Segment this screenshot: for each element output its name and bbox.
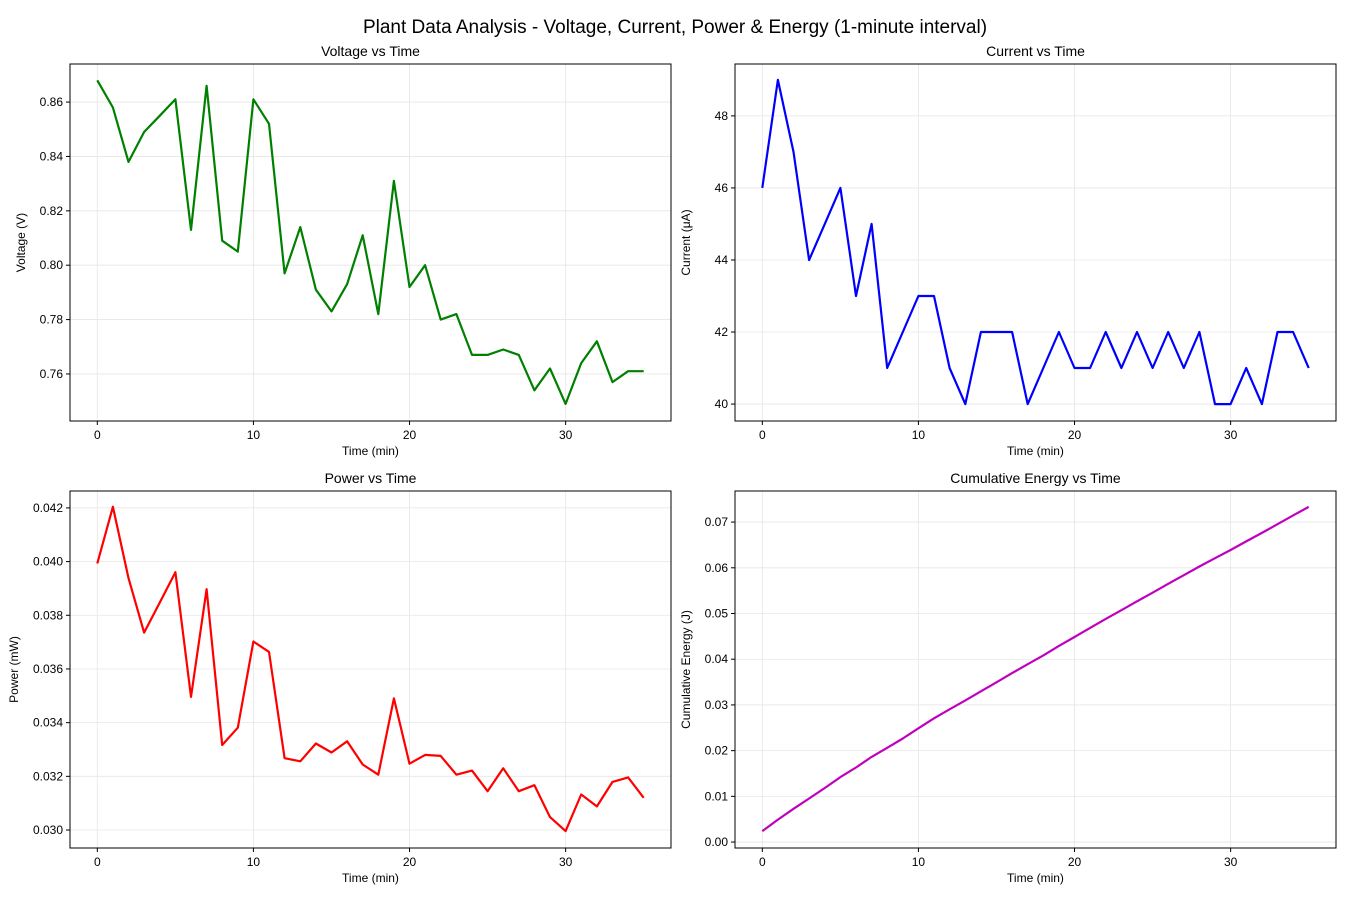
y-tick-label: 0.82	[40, 204, 64, 218]
subplot-3: 0 10 20 30 0.030 0.032 0.034 0.036 0.038 0.040 0.0…	[7, 470, 672, 885]
y-tick-label: 0.030	[33, 823, 63, 837]
y-tick-label: 48	[715, 109, 729, 123]
series-line	[96, 505, 645, 833]
x-tick-label: 30	[1224, 855, 1238, 869]
series-line	[761, 78, 1310, 406]
y-tick-label: 46	[715, 181, 729, 195]
y-tick-label: 40	[715, 397, 729, 411]
subplot-4: 0 10 20 30 0.00 0.01 0.02 0.03 0.04 0.05 0.06 0.07 C…	[679, 470, 1337, 885]
x-axis-label: Time (min)	[1007, 444, 1064, 458]
x-tick-label: 10	[912, 855, 926, 869]
y-tick-label: 0.036	[33, 662, 63, 676]
y-tick-label: 0.07	[705, 515, 729, 529]
subplot-1: 0 10 20 30 0.76 0.78 0.80 0.82 0.84 0.86 Voltage v…	[14, 43, 672, 458]
y-tick-label: 0.86	[40, 95, 64, 109]
x-tick-label: 0	[759, 855, 766, 869]
axes-frame	[69, 490, 672, 849]
y-tick-label: 42	[715, 325, 729, 339]
x-tick-label: 20	[1068, 855, 1082, 869]
x-tick-label: 10	[247, 428, 261, 442]
series-line	[761, 505, 1310, 832]
y-axis-label: Cumulative Energy (J)	[679, 610, 693, 729]
y-tick-label: 0.00	[705, 835, 729, 849]
subplot-title: Cumulative Energy vs Time	[950, 470, 1121, 486]
axes-frame	[69, 63, 672, 422]
y-tick-label: 0.76	[40, 367, 64, 381]
subplot-title: Current vs Time	[986, 43, 1085, 59]
x-tick-label: 20	[403, 855, 417, 869]
y-tick-label: 44	[715, 253, 729, 267]
y-tick-label: 0.02	[705, 744, 729, 758]
y-tick-label: 0.01	[705, 789, 729, 803]
y-tick-label: 0.06	[705, 561, 729, 575]
x-tick-label: 30	[559, 428, 573, 442]
y-tick-label: 0.042	[33, 501, 63, 515]
x-tick-label: 0	[759, 428, 766, 442]
x-tick-label: 0	[94, 855, 101, 869]
y-tick-label: 0.038	[33, 608, 63, 622]
y-tick-label: 0.04	[705, 652, 729, 666]
x-tick-label: 30	[559, 855, 573, 869]
y-tick-label: 0.03	[705, 698, 729, 712]
x-axis-label: Time (min)	[342, 871, 399, 885]
axes-frame	[734, 490, 1337, 849]
y-tick-label: 0.034	[33, 716, 63, 730]
axes-frame	[734, 63, 1337, 422]
x-tick-label: 30	[1224, 428, 1238, 442]
y-axis-label: Power (mW)	[7, 636, 21, 703]
x-tick-label: 0	[94, 428, 101, 442]
x-axis-label: Time (min)	[1007, 871, 1064, 885]
figure-title: Plant Data Analysis - Voltage, Current, …	[363, 17, 987, 38]
y-axis-label: Voltage (V)	[14, 213, 28, 272]
y-tick-label: 0.032	[33, 769, 63, 783]
y-tick-label: 0.040	[33, 555, 63, 569]
series-line	[96, 79, 644, 405]
y-tick-label: 0.78	[40, 313, 64, 327]
subplot-title: Power vs Time	[325, 470, 417, 486]
x-tick-label: 10	[247, 855, 261, 869]
x-tick-label: 20	[1068, 428, 1082, 442]
y-axis-label: Current (μA)	[679, 209, 693, 275]
subplot-2: 0 10 20 30 40 42 44 46 48 Current vs Time Time (mi…	[679, 43, 1337, 458]
y-tick-label: 0.05	[705, 607, 729, 621]
y-tick-label: 0.84	[40, 149, 64, 163]
x-axis-label: Time (min)	[342, 444, 399, 458]
x-tick-label: 20	[403, 428, 417, 442]
subplot-title: Voltage vs Time	[321, 43, 420, 59]
x-tick-label: 10	[912, 428, 926, 442]
y-tick-label: 0.80	[40, 258, 64, 272]
